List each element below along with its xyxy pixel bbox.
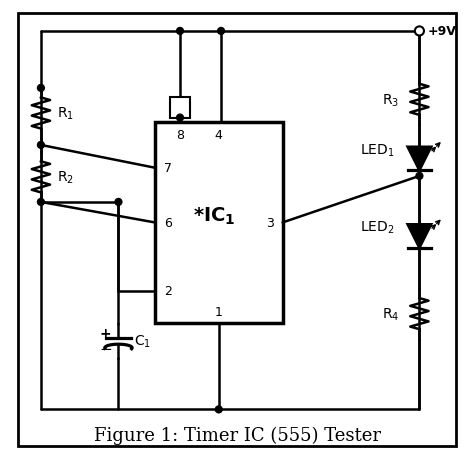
Text: $\mathbf{*IC_1}$: $\mathbf{*IC_1}$ <box>193 206 236 227</box>
Circle shape <box>416 173 423 180</box>
Text: R$_1$: R$_1$ <box>57 106 74 122</box>
Circle shape <box>177 115 183 122</box>
Text: +9V: +9V <box>428 25 456 38</box>
Text: R$_3$: R$_3$ <box>382 92 399 108</box>
Bar <box>170 98 190 118</box>
Circle shape <box>115 199 122 206</box>
Circle shape <box>415 27 424 36</box>
Text: 3: 3 <box>266 217 274 229</box>
Circle shape <box>177 28 183 35</box>
Text: LED$_2$: LED$_2$ <box>360 219 394 236</box>
Text: LED$_1$: LED$_1$ <box>360 142 394 158</box>
Text: C$_1$: C$_1$ <box>135 333 152 349</box>
Circle shape <box>416 28 423 35</box>
Circle shape <box>218 28 225 35</box>
Text: R$_2$: R$_2$ <box>57 169 74 186</box>
Circle shape <box>37 142 45 149</box>
Circle shape <box>37 199 45 206</box>
Polygon shape <box>408 147 431 171</box>
Text: 8: 8 <box>176 129 184 142</box>
Circle shape <box>215 406 222 413</box>
Polygon shape <box>408 225 431 248</box>
Text: 1: 1 <box>215 305 223 318</box>
Text: 6: 6 <box>164 217 172 229</box>
Text: +: + <box>100 326 111 340</box>
Text: R$_4$: R$_4$ <box>382 306 399 322</box>
Text: 7: 7 <box>164 162 172 175</box>
Circle shape <box>37 85 45 92</box>
Text: 4: 4 <box>215 129 223 142</box>
Text: −: − <box>99 341 112 356</box>
Text: 2: 2 <box>164 285 172 298</box>
Text: Figure 1: Timer IC (555) Tester: Figure 1: Timer IC (555) Tester <box>93 425 381 444</box>
Bar <box>155 123 283 323</box>
